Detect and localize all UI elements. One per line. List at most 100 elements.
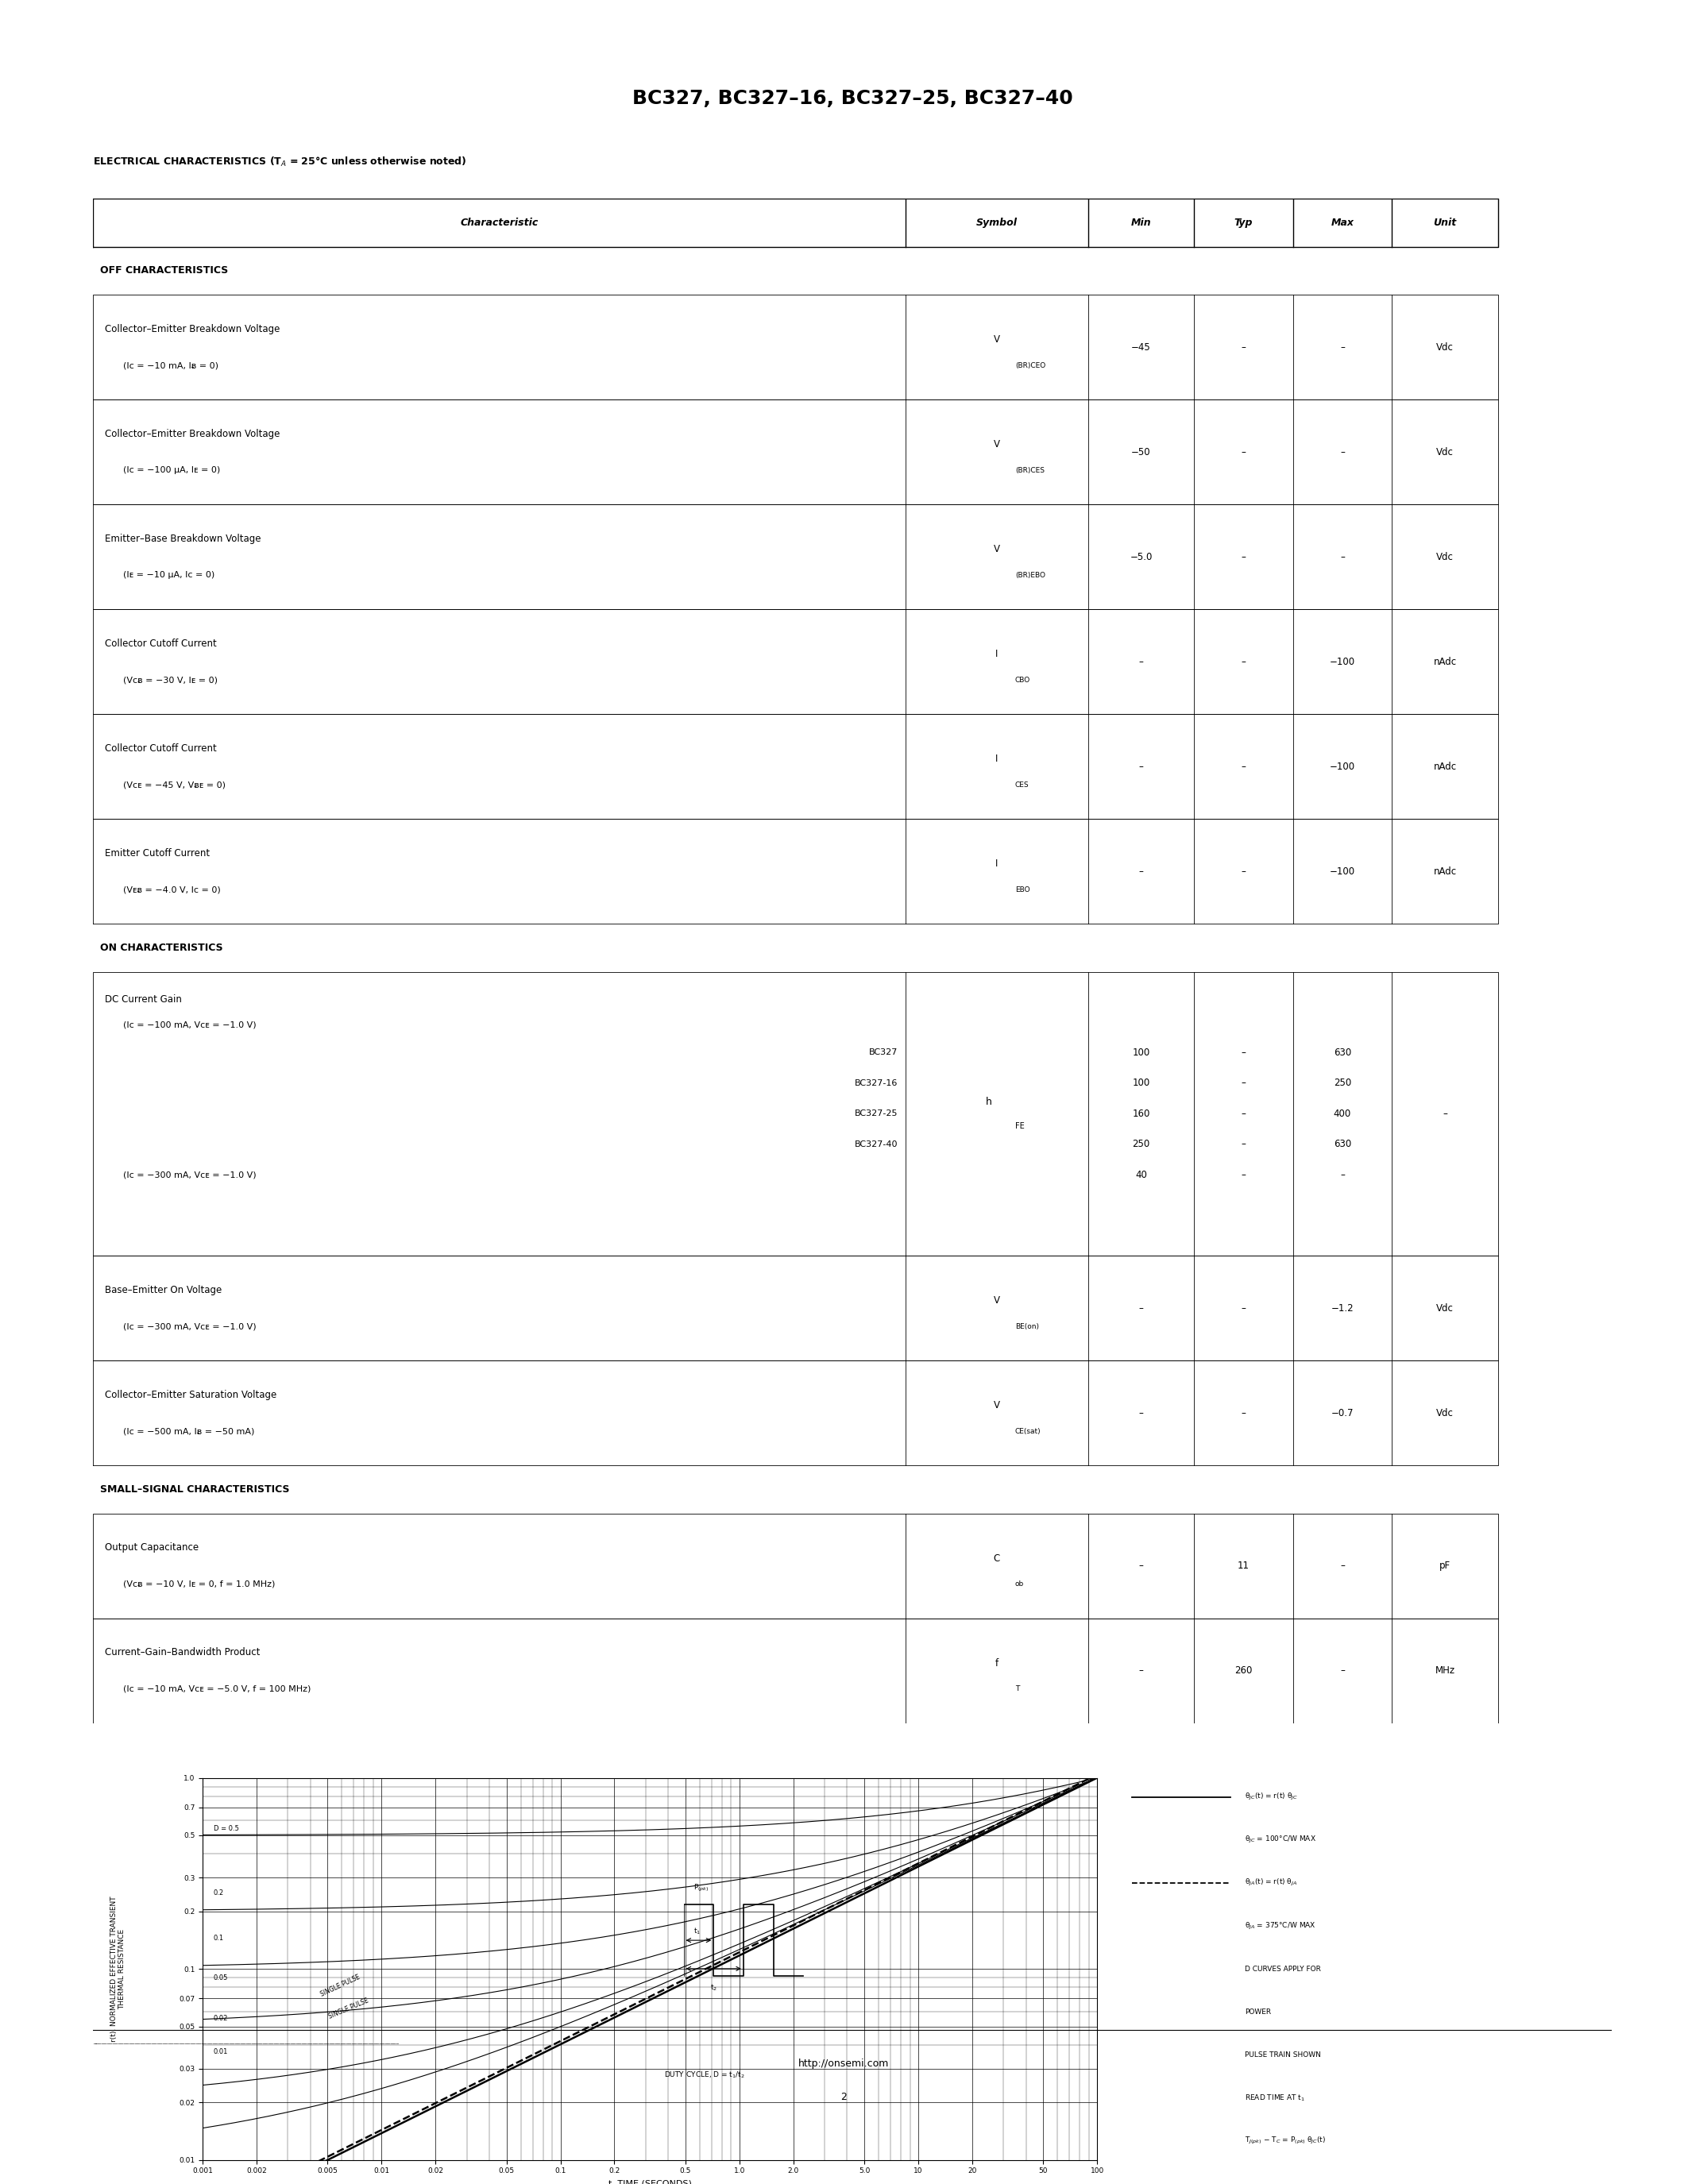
Text: –: –	[1241, 1109, 1246, 1118]
X-axis label: t, TIME (SECONDS): t, TIME (SECONDS)	[608, 2180, 692, 2184]
Text: −100: −100	[1330, 657, 1355, 666]
Text: (Iᴇ = −10 μA, Iᴄ = 0): (Iᴇ = −10 μA, Iᴄ = 0)	[123, 572, 214, 579]
Text: Characteristic: Characteristic	[461, 218, 538, 227]
Text: P$_{(pk)}$: P$_{(pk)}$	[694, 1883, 709, 1894]
Text: 250: 250	[1133, 1140, 1150, 1149]
Text: Max: Max	[1330, 218, 1354, 227]
Text: DUTY CYCLE, D = t$_1$/t$_2$: DUTY CYCLE, D = t$_1$/t$_2$	[663, 2070, 744, 2081]
Text: V: V	[994, 439, 999, 450]
Text: (Iᴄ = −100 mA, Vᴄᴇ = −1.0 V): (Iᴄ = −100 mA, Vᴄᴇ = −1.0 V)	[123, 1022, 257, 1029]
Text: OFF CHARACTERISTICS: OFF CHARACTERISTICS	[101, 266, 228, 275]
Text: Vdc: Vdc	[1436, 553, 1453, 561]
Text: 0.2: 0.2	[213, 1889, 225, 1896]
Text: –: –	[1241, 1168, 1246, 1179]
Text: –: –	[1340, 1666, 1345, 1675]
Text: BC327-16: BC327-16	[854, 1079, 898, 1088]
Text: 0.05: 0.05	[213, 1974, 228, 1981]
Text: (Iᴄ = −100 μA, Iᴇ = 0): (Iᴄ = −100 μA, Iᴇ = 0)	[123, 467, 221, 474]
Text: BE(on): BE(on)	[1014, 1324, 1038, 1330]
Text: −0.7: −0.7	[1332, 1409, 1354, 1417]
Text: nAdc: nAdc	[1433, 762, 1457, 771]
Text: BC327-25: BC327-25	[854, 1109, 898, 1118]
Text: –: –	[1340, 448, 1345, 456]
Text: Current–Gain–Bandwidth Product: Current–Gain–Bandwidth Product	[105, 1647, 260, 1658]
Text: 0.02: 0.02	[213, 2016, 228, 2022]
Text: –: –	[1241, 1079, 1246, 1088]
Text: (BR)CEO: (BR)CEO	[1014, 363, 1045, 369]
Text: Collector–Emitter Saturation Voltage: Collector–Emitter Saturation Voltage	[105, 1389, 277, 1400]
Text: f: f	[996, 1658, 998, 1669]
Text: –: –	[1139, 1562, 1143, 1570]
Text: CE(sat): CE(sat)	[1014, 1428, 1041, 1435]
Text: –: –	[1241, 1048, 1246, 1057]
Text: (Iᴄ = −300 mA, Vᴄᴇ = −1.0 V): (Iᴄ = −300 mA, Vᴄᴇ = −1.0 V)	[123, 1324, 257, 1330]
Text: θ$_{JA}$(t) = r(t) θ$_{JA}$: θ$_{JA}$(t) = r(t) θ$_{JA}$	[1246, 1878, 1298, 1889]
Text: PULSE TRAIN SHOWN: PULSE TRAIN SHOWN	[1246, 2051, 1322, 2060]
Text: nAdc: nAdc	[1433, 657, 1457, 666]
Text: Base–Emitter On Voltage: Base–Emitter On Voltage	[105, 1284, 221, 1295]
Text: Emitter–Base Breakdown Voltage: Emitter–Base Breakdown Voltage	[105, 533, 262, 544]
Text: D = 0.5: D = 0.5	[213, 1826, 238, 1832]
Text: 0.1: 0.1	[213, 1935, 225, 1942]
Text: −45: −45	[1131, 343, 1151, 352]
Text: 400: 400	[1334, 1109, 1350, 1118]
Text: CBO: CBO	[1014, 677, 1030, 684]
Text: 40: 40	[1134, 1168, 1148, 1179]
Text: (Vᴄᴇ = −45 V, Vᴃᴇ = 0): (Vᴄᴇ = −45 V, Vᴃᴇ = 0)	[123, 782, 226, 788]
Text: −50: −50	[1131, 448, 1151, 456]
Text: –: –	[1241, 762, 1246, 771]
Text: FE: FE	[1014, 1123, 1025, 1129]
Text: Collector Cutoff Current: Collector Cutoff Current	[105, 638, 216, 649]
Text: (Iᴄ = −500 mA, Iᴃ = −50 mA): (Iᴄ = −500 mA, Iᴃ = −50 mA)	[123, 1428, 255, 1435]
Text: 11: 11	[1237, 1562, 1249, 1570]
Text: Output Capacitance: Output Capacitance	[105, 1542, 199, 1553]
Text: 100: 100	[1133, 1079, 1150, 1088]
Text: I: I	[996, 753, 998, 764]
Text: θ$_{JA}$ = 375°C/W MAX: θ$_{JA}$ = 375°C/W MAX	[1246, 1920, 1317, 1931]
Text: BC327: BC327	[869, 1048, 898, 1057]
Text: –: –	[1241, 1140, 1246, 1149]
Text: I: I	[996, 858, 998, 869]
Text: MHz: MHz	[1435, 1666, 1455, 1675]
Text: SINGLE PULSE: SINGLE PULSE	[327, 1996, 370, 2020]
Text: V: V	[994, 1400, 999, 1411]
Text: (Vᴇᴃ = −4.0 V, Iᴄ = 0): (Vᴇᴃ = −4.0 V, Iᴄ = 0)	[123, 887, 221, 893]
Text: Symbol: Symbol	[976, 218, 1018, 227]
Text: (BR)EBO: (BR)EBO	[1014, 572, 1045, 579]
Text: C: C	[994, 1553, 999, 1564]
Text: (Iᴄ = −10 mA, Vᴄᴇ = −5.0 V, f = 100 MHz): (Iᴄ = −10 mA, Vᴄᴇ = −5.0 V, f = 100 MHz)	[123, 1686, 311, 1693]
Text: 2: 2	[841, 2092, 847, 2101]
Text: Collector–Emitter Breakdown Voltage: Collector–Emitter Breakdown Voltage	[105, 323, 280, 334]
Text: 630: 630	[1334, 1048, 1350, 1057]
Text: T$_{J(pk)}$ − T$_C$ = P$_{(pk)}$ θ$_{JC}$(t): T$_{J(pk)}$ − T$_C$ = P$_{(pk)}$ θ$_{JC}…	[1246, 2136, 1327, 2147]
Text: SMALL–SIGNAL CHARACTERISTICS: SMALL–SIGNAL CHARACTERISTICS	[101, 1485, 290, 1494]
Text: –: –	[1139, 1666, 1143, 1675]
Text: –: –	[1241, 657, 1246, 666]
Text: pF: pF	[1440, 1562, 1450, 1570]
Text: –: –	[1139, 762, 1143, 771]
Text: V: V	[994, 334, 999, 345]
Text: EBO: EBO	[1014, 887, 1030, 893]
Text: T: T	[1014, 1686, 1020, 1693]
Text: t$_1$: t$_1$	[694, 1926, 701, 1935]
Text: D CURVES APPLY FOR: D CURVES APPLY FOR	[1246, 1966, 1322, 1972]
Text: −100: −100	[1330, 762, 1355, 771]
Text: (Vᴄᴃ = −30 V, Iᴇ = 0): (Vᴄᴃ = −30 V, Iᴇ = 0)	[123, 677, 218, 684]
Text: (Vᴄᴃ = −10 V, Iᴇ = 0, f = 1.0 MHz): (Vᴄᴃ = −10 V, Iᴇ = 0, f = 1.0 MHz)	[123, 1581, 275, 1588]
Text: –: –	[1443, 1109, 1447, 1118]
Text: –: –	[1340, 553, 1345, 561]
Text: –: –	[1241, 867, 1246, 876]
Text: 160: 160	[1133, 1109, 1150, 1118]
Text: Typ: Typ	[1234, 218, 1252, 227]
Text: θ$_{JC}$(t) = r(t) θ$_{JC}$: θ$_{JC}$(t) = r(t) θ$_{JC}$	[1246, 1791, 1298, 1802]
Text: I: I	[996, 649, 998, 660]
Text: Vdc: Vdc	[1436, 448, 1453, 456]
Text: Vdc: Vdc	[1436, 1409, 1453, 1417]
Text: DC Current Gain: DC Current Gain	[105, 994, 182, 1005]
Text: −100: −100	[1330, 867, 1355, 876]
Text: 0.01: 0.01	[213, 2049, 228, 2055]
Text: 250: 250	[1334, 1079, 1350, 1088]
Text: Collector Cutoff Current: Collector Cutoff Current	[105, 743, 216, 753]
Text: POWER: POWER	[1246, 2009, 1271, 2016]
Text: −1.2: −1.2	[1332, 1304, 1354, 1313]
